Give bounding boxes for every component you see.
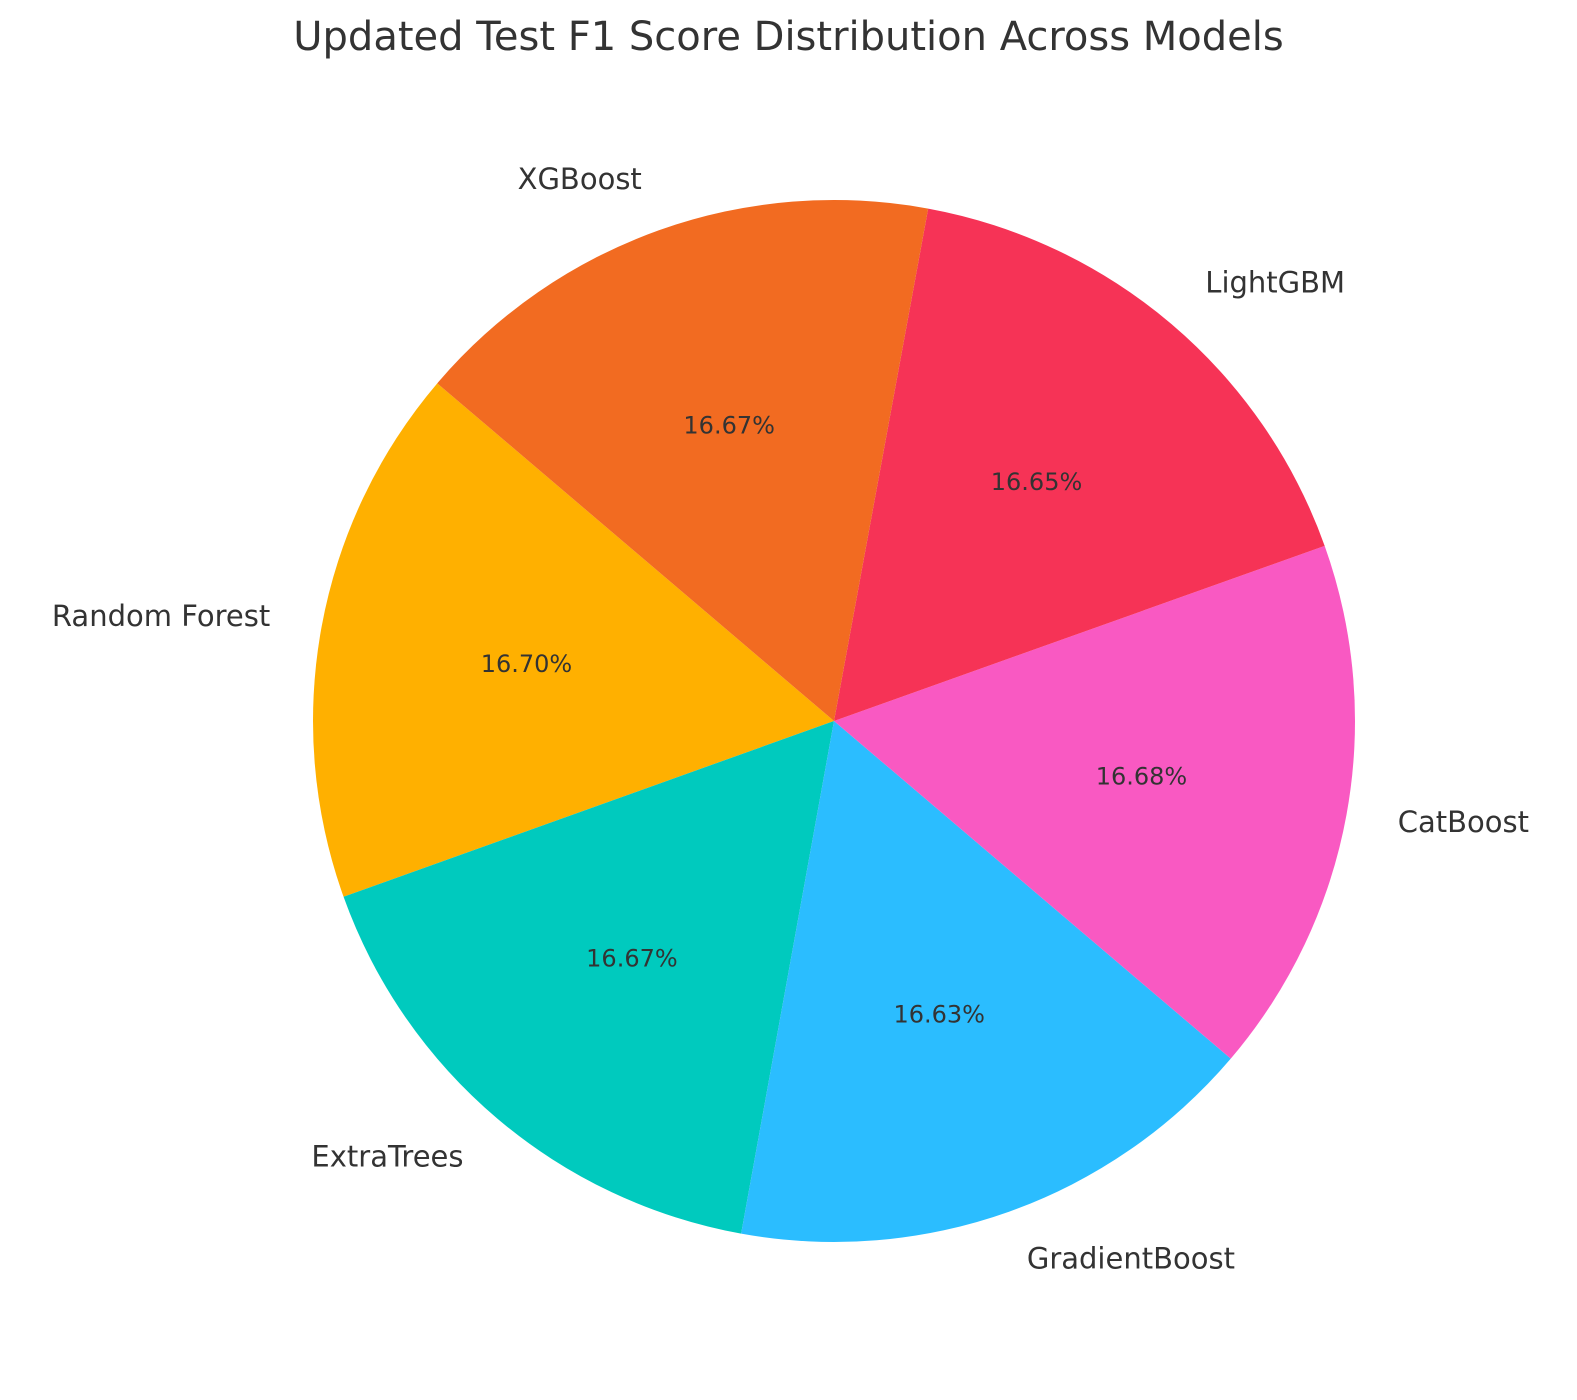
slice-label-extratrees: ExtraTrees	[311, 1139, 463, 1173]
pie-slice-lightgbm	[834, 208, 1325, 721]
pie-slice-catboost	[834, 545, 1355, 1059]
percent-label-xgboost: 16.67%	[683, 412, 775, 440]
slice-label-gradientboost: GradientBoost	[1027, 1242, 1235, 1276]
pie-labels: Random Forest 16.70% ExtraTrees 16.67% Gradi…	[52, 162, 1529, 1276]
pie-slices	[313, 200, 1355, 1242]
chart-title: Updated Test F1 Score Distribution Acros…	[293, 14, 1284, 60]
slice-label-lightgbm: LightGBM	[1205, 265, 1345, 299]
percent-label-lightgbm: 16.65%	[991, 468, 1083, 496]
percent-label-catboost: 16.68%	[1096, 762, 1188, 790]
percent-label-gradientboost: 16.63%	[893, 1000, 985, 1028]
pie-slice-extratrees	[343, 721, 834, 1234]
pie-slice-gradientboost	[741, 721, 1231, 1242]
pie-slice-xgboost	[437, 200, 929, 721]
slice-label-xgboost: XGBoost	[518, 162, 642, 196]
percent-label-extratrees: 16.67%	[586, 945, 678, 973]
slice-label-random-forest: Random Forest	[52, 599, 270, 633]
pie-slice-random-forest	[313, 383, 834, 897]
slice-label-catboost: CatBoost	[1398, 805, 1529, 839]
percent-label-random-forest: 16.70%	[481, 650, 573, 678]
